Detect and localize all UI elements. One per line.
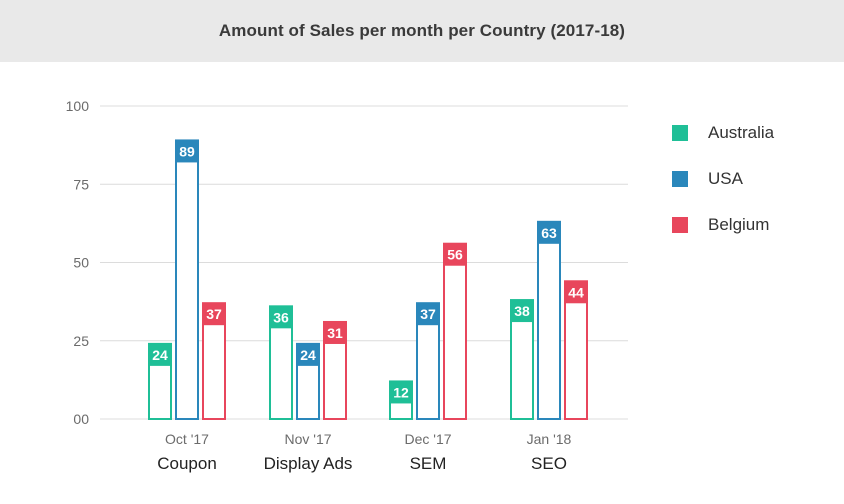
bar-label-box [296,343,320,366]
bar-label-box [389,381,413,404]
legend-label-usa: USA [708,169,743,188]
x-month-label: Dec '17 [404,431,451,447]
x-category-label: SEM [410,454,447,473]
bar-value-label: 12 [393,384,409,400]
bar-label-box [148,343,172,366]
bar-chart: 00 25 50 75 100 24 89 37 Oct '17 Coupon 36 24 31 Nov … [66,98,628,473]
y-tick-label: 50 [73,255,89,271]
x-category-label: SEO [531,454,567,473]
bar-value-label: 37 [206,306,222,322]
bar-label-box [202,303,226,326]
x-month-label: Oct '17 [165,431,209,447]
bar-value-label: 38 [514,303,530,319]
legend-swatch-usa [672,171,688,187]
legend-item-usa[interactable]: USA [672,156,774,202]
bar [175,139,199,421]
bar-label-box [269,306,293,329]
bar [443,242,467,420]
y-tick-label: 75 [73,176,89,192]
chart-legend: Australia USA Belgium [672,110,774,248]
bar-value-label: 37 [420,306,436,322]
bar-label-box [323,321,347,344]
bar-value-label: 24 [300,347,316,363]
legend-label-australia: Australia [708,123,775,142]
bar-value-label: 89 [179,143,195,159]
bar-label-box [443,243,467,266]
bar-value-label: 31 [327,325,343,341]
bar-value-label: 36 [273,309,289,325]
y-tick-label: 00 [73,411,89,427]
legend-item-australia[interactable]: Australia [672,110,774,156]
bar-label-box [416,303,440,326]
bar-value-label: 44 [568,284,584,300]
y-tick-label: 100 [66,98,90,114]
bar-label-box [510,300,534,323]
bar [537,220,561,420]
x-month-label: Jan '18 [527,431,572,447]
bar-label-box [175,140,199,163]
x-category-label: Coupon [157,454,217,473]
bar-label-box [537,221,561,244]
legend-swatch-australia [672,125,688,141]
y-tick-label: 25 [73,333,89,349]
chart-header: Amount of Sales per month per Country (2… [0,0,844,62]
bar-value-label: 63 [541,225,557,241]
bar-value-label: 24 [152,347,168,363]
bar-value-label: 56 [447,247,463,263]
bar-label-box [564,281,588,304]
legend-swatch-belgium [672,217,688,233]
x-category-label: Display Ads [264,454,353,473]
legend-label-belgium: Belgium [708,215,770,234]
chart-title: Amount of Sales per month per Country (2… [218,21,626,40]
legend-item-belgium[interactable]: Belgium [672,202,774,248]
x-month-label: Nov '17 [284,431,331,447]
